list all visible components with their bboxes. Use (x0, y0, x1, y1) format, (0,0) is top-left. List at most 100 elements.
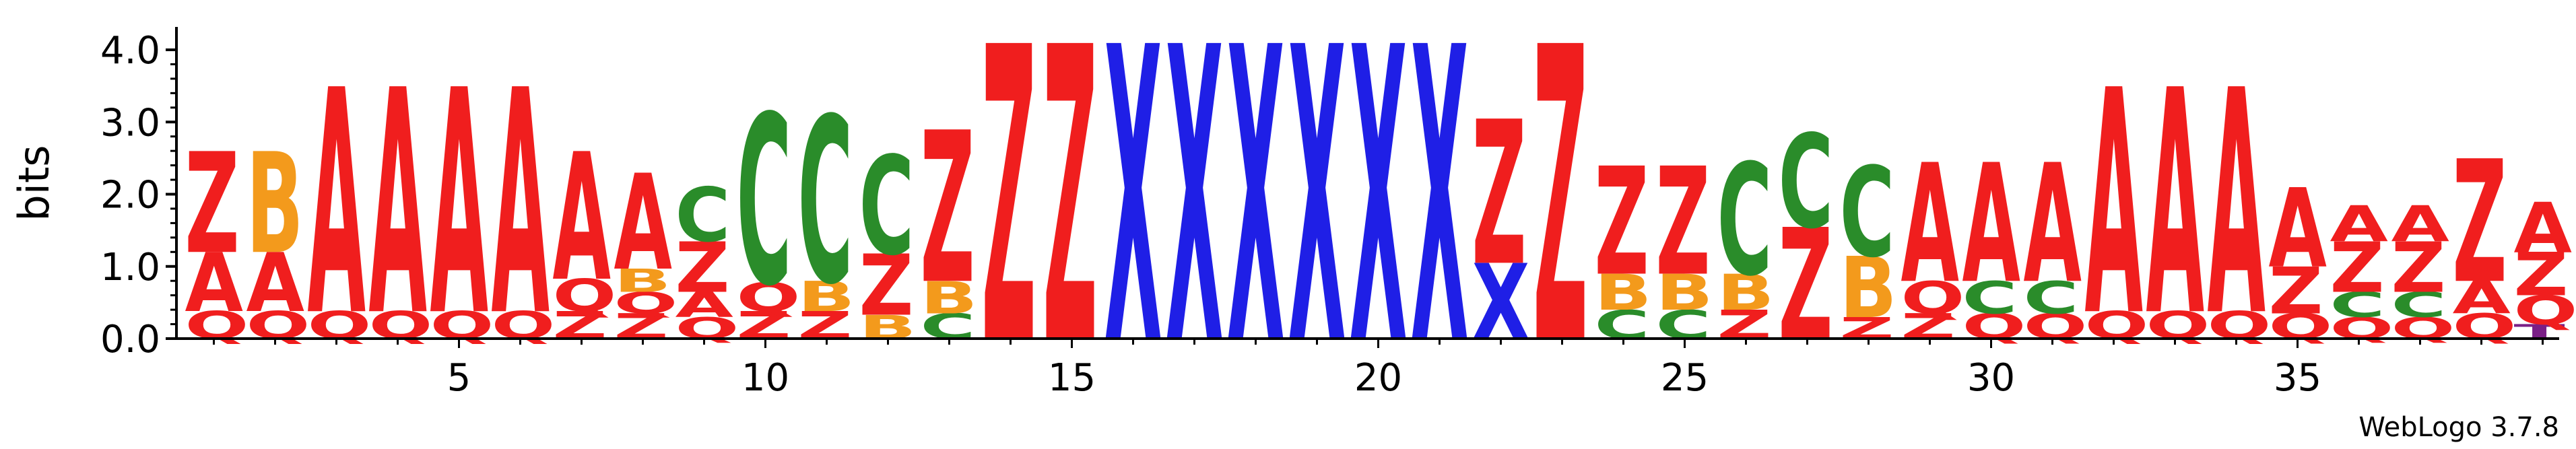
x-tick-label: 25 (1661, 356, 1709, 400)
logo-letter-a: A (308, 24, 366, 384)
logo-letter-c: C (1656, 302, 1711, 348)
logo-letter-q: Q (369, 304, 433, 347)
logo-letter-z: Z (798, 304, 853, 347)
logo-letter-q: Q (492, 304, 556, 347)
logo-letter-a: A (430, 24, 489, 384)
logo-letter-q: Q (2330, 312, 2394, 346)
logo-letter-c: C (1840, 141, 1895, 285)
logo-letter-c: C (1779, 108, 1834, 257)
logo-letter-q: Q (2085, 304, 2149, 347)
logo-letter-a: A (2269, 166, 2327, 292)
logo-letter-b: B (1595, 264, 1652, 321)
logo-letter-z: Z (185, 124, 240, 285)
logo-letter-z: Z (1840, 312, 1894, 346)
logo-letter-a: A (246, 236, 305, 331)
logo-letter-q: Q (614, 286, 678, 320)
y-tick-label: 2.0 (100, 174, 160, 217)
x-tick-label: 30 (1967, 356, 2015, 400)
logo-letter-q: Q (553, 270, 617, 322)
logo-letter-q: Q (2269, 306, 2333, 347)
logo-letter-b: B (246, 124, 304, 285)
logo-letter-c: C (2330, 285, 2385, 325)
logo-letter-q: Q (675, 312, 739, 346)
logo-letter-a: A (2453, 272, 2511, 324)
logo-letter-a: A (1962, 129, 2020, 320)
logo-letter-q: Q (185, 304, 249, 347)
logo-letter-a: A (675, 285, 733, 325)
logo-letter-c: C (1962, 272, 2018, 324)
logo-letter-x: X (1411, 0, 1469, 435)
x-tick-label: 15 (1048, 356, 1096, 400)
logo-letter-a: A (185, 236, 244, 331)
x-tick-label: 35 (2274, 356, 2321, 400)
logo-letter-z: Z (1717, 302, 1772, 348)
logo-letter-q: Q (2453, 306, 2517, 347)
logo-letter-z: Z (1779, 197, 1833, 375)
logo-letter-z: Z (1043, 0, 1098, 435)
logo-letter-z: Z (2391, 228, 2446, 308)
logo-letter-c: C (737, 67, 792, 337)
logo-letter-z: Z (553, 304, 607, 347)
logo-letter-b: B (798, 273, 855, 321)
logo-letter-a: A (2514, 188, 2572, 269)
logo-letter-a: A (2391, 196, 2449, 253)
logo-letter-a: A (2085, 24, 2144, 384)
x-tick-label: 10 (741, 356, 789, 400)
logo-letter-q: Q (2146, 304, 2210, 347)
logo-letter-z: Z (675, 228, 730, 308)
logo-letter-a: A (492, 24, 550, 384)
logo-letter-q: Q (2208, 304, 2272, 347)
weblogo-version-label: WebLogo 3.7.8 (2358, 412, 2559, 443)
logo-letter-a: A (2330, 196, 2388, 253)
logo-letter-c: C (921, 306, 976, 347)
axes: 0.0 1.0 2.0 3.0 4.0 5 10 15 20 25 30 35 (100, 27, 2559, 400)
logo-letter-a: A (2146, 24, 2205, 384)
x-tick-label: 5 (447, 356, 471, 400)
logo-letter-b: B (921, 272, 978, 324)
logo-letter-b: B (1656, 264, 1713, 321)
logo-letter-c: C (798, 70, 853, 335)
logo-letter-z: Z (982, 0, 1036, 435)
logo-letter-z: Z (2453, 125, 2507, 321)
logo-letter-q: Q (2514, 288, 2576, 334)
logo-letter-a: A (2208, 24, 2266, 384)
logo-letter-q: Q (430, 304, 494, 347)
logo-letter-a: A (369, 24, 428, 384)
logo-letter-z: Z (737, 304, 791, 347)
logo-letter-b: B (1717, 264, 1775, 321)
y-axis-title: bits (9, 145, 59, 221)
logo-letter-q: Q (1962, 306, 2026, 347)
logo-letter-x: X (1350, 0, 1408, 435)
logo-letter-q: Q (2024, 306, 2088, 347)
logo-letter-z: Z (2330, 228, 2385, 308)
logo-letter-z: Z (1533, 0, 1588, 435)
logo-letter-a: A (614, 146, 672, 300)
logo-letter-z: Z (1472, 80, 1527, 310)
logo-letter-q: Q (1901, 272, 1965, 324)
logo-letter-b: B (614, 263, 671, 300)
logo-letter-c: C (1595, 302, 1650, 348)
y-tick-label: 4.0 (100, 29, 160, 73)
logo-letter-a: A (2024, 129, 2082, 320)
logo-letter-q: Q (246, 304, 310, 347)
logo-letter-c: C (859, 129, 915, 286)
logo-letter-a: A (1901, 129, 1959, 320)
logo-letter-z: Z (859, 237, 914, 335)
logo-letter-z: Z (1901, 306, 1956, 347)
y-tick-label: 0.0 (100, 318, 160, 361)
logo-letter-a: A (553, 117, 611, 321)
logo-letter-q: Q (737, 275, 801, 320)
logo-letter-x: X (1104, 0, 1162, 435)
logo-letter-b: B (1840, 239, 1897, 337)
logo-letter-c: C (2391, 285, 2447, 325)
logo-letter-c: C (675, 173, 731, 259)
logo-letter-z: Z (614, 306, 669, 347)
logo-letter-z: Z (921, 88, 975, 330)
logo-letter-z: Z (1595, 137, 1649, 309)
logo-letter-x: X (1166, 0, 1224, 435)
logo-letter-q: Q (2391, 312, 2455, 346)
logo-letter-z: Z (2269, 254, 2323, 329)
y-tick-label: 1.0 (100, 246, 160, 289)
